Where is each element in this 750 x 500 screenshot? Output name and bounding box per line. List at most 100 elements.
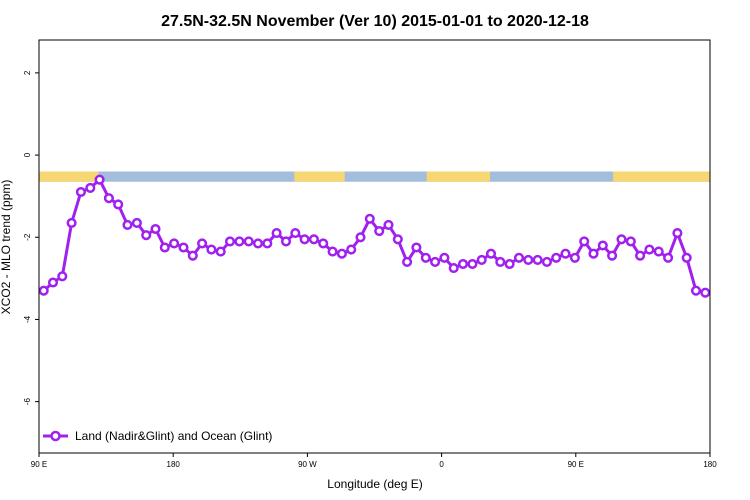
data-point bbox=[57, 271, 68, 282]
legend-marker-swatch bbox=[50, 430, 61, 442]
data-point bbox=[597, 240, 608, 251]
x-tick-label: 180 bbox=[167, 460, 181, 469]
x-axis-label: Longitude (deg E) bbox=[327, 477, 422, 491]
data-point bbox=[131, 217, 142, 228]
data-point bbox=[485, 248, 497, 259]
data-point bbox=[653, 246, 664, 257]
land-band-segment bbox=[39, 171, 99, 182]
ocean-band bbox=[39, 171, 710, 182]
y-tick-label: -4 bbox=[23, 315, 32, 323]
data-point bbox=[551, 252, 562, 263]
data-point bbox=[141, 230, 152, 241]
data-series bbox=[38, 174, 711, 298]
data-point bbox=[374, 226, 385, 237]
data-point bbox=[271, 228, 282, 239]
data-point bbox=[75, 186, 86, 198]
x-tick-label: 180 bbox=[703, 460, 717, 469]
data-point bbox=[523, 254, 534, 265]
data-point bbox=[616, 234, 627, 245]
land-band-segment bbox=[294, 171, 345, 182]
data-point bbox=[383, 219, 394, 230]
data-point bbox=[411, 242, 422, 253]
y-tick-label: 0 bbox=[23, 152, 32, 157]
data-point bbox=[262, 238, 273, 249]
legend: Land (Nadir&Glint) and Ocean (Glint) bbox=[43, 429, 272, 443]
data-point bbox=[47, 277, 59, 288]
data-point bbox=[448, 263, 459, 274]
x-tick-label: 90 E bbox=[31, 460, 47, 469]
plot-area-frame bbox=[38, 39, 711, 454]
data-point bbox=[178, 242, 189, 253]
surface-type-band bbox=[39, 171, 710, 182]
data-point bbox=[215, 246, 226, 257]
data-point bbox=[439, 252, 450, 263]
data-point bbox=[327, 246, 338, 257]
data-point bbox=[206, 244, 217, 255]
data-point bbox=[532, 254, 543, 265]
chart-title: 27.5N-32.5N November (Ver 10) 2015-01-01… bbox=[161, 13, 589, 30]
data-point bbox=[66, 217, 77, 228]
data-point bbox=[672, 228, 683, 239]
data-point bbox=[243, 236, 254, 247]
data-point bbox=[700, 287, 711, 298]
data-point bbox=[476, 254, 487, 265]
y-tick-label: -2 bbox=[23, 233, 32, 241]
data-point bbox=[280, 236, 292, 247]
data-point bbox=[541, 256, 552, 267]
data-point bbox=[635, 250, 646, 261]
y-axis: 2 0 -2 -4 -6 bbox=[23, 70, 39, 405]
data-point bbox=[234, 236, 245, 247]
data-point bbox=[625, 236, 636, 247]
data-point bbox=[150, 223, 161, 235]
data-point bbox=[122, 219, 133, 230]
data-point bbox=[560, 248, 571, 259]
data-point bbox=[457, 258, 469, 270]
x-axis: 90 E 180 90 W 0 90 E 180 bbox=[31, 453, 717, 469]
data-point bbox=[252, 238, 264, 249]
data-point bbox=[355, 232, 366, 243]
data-point bbox=[38, 285, 49, 296]
land-band-segment bbox=[426, 171, 491, 182]
data-point bbox=[681, 252, 692, 263]
x-tick-label: 0 bbox=[439, 460, 444, 469]
data-point bbox=[588, 248, 599, 259]
data-point bbox=[420, 252, 431, 263]
data-point bbox=[607, 250, 618, 261]
data-point bbox=[430, 256, 441, 267]
data-point bbox=[346, 244, 357, 255]
data-point bbox=[690, 285, 702, 296]
data-point bbox=[644, 244, 655, 255]
data-point bbox=[504, 258, 515, 270]
data-point bbox=[159, 242, 170, 253]
data-point bbox=[336, 248, 347, 259]
land-band-segment bbox=[613, 171, 710, 182]
data-point bbox=[85, 182, 96, 193]
data-point bbox=[392, 234, 403, 245]
data-point bbox=[579, 236, 590, 247]
data-point bbox=[569, 252, 580, 263]
data-point bbox=[364, 213, 375, 224]
y-axis-label: XCO2 - MLO trend (ppm) bbox=[0, 180, 13, 315]
data-point bbox=[402, 256, 413, 267]
data-point bbox=[224, 236, 236, 247]
y-tick-label: 2 bbox=[23, 70, 32, 75]
data-point bbox=[103, 193, 114, 204]
data-point bbox=[663, 252, 674, 263]
data-point bbox=[318, 238, 329, 249]
data-point bbox=[495, 256, 506, 267]
y-tick-label: -6 bbox=[23, 398, 32, 406]
x-tick-label: 90 W bbox=[298, 460, 317, 469]
data-point bbox=[169, 238, 180, 249]
data-point bbox=[113, 199, 124, 210]
legend-label: Land (Nadir&Glint) and Ocean (Glint) bbox=[75, 429, 272, 443]
data-point bbox=[290, 228, 301, 239]
x-tick-label: 90 E bbox=[568, 460, 584, 469]
data-point bbox=[299, 234, 310, 245]
data-point bbox=[513, 252, 525, 263]
data-point bbox=[94, 174, 105, 185]
data-point bbox=[187, 250, 198, 261]
data-point bbox=[467, 258, 478, 270]
data-point bbox=[197, 238, 208, 249]
data-point bbox=[308, 234, 319, 245]
